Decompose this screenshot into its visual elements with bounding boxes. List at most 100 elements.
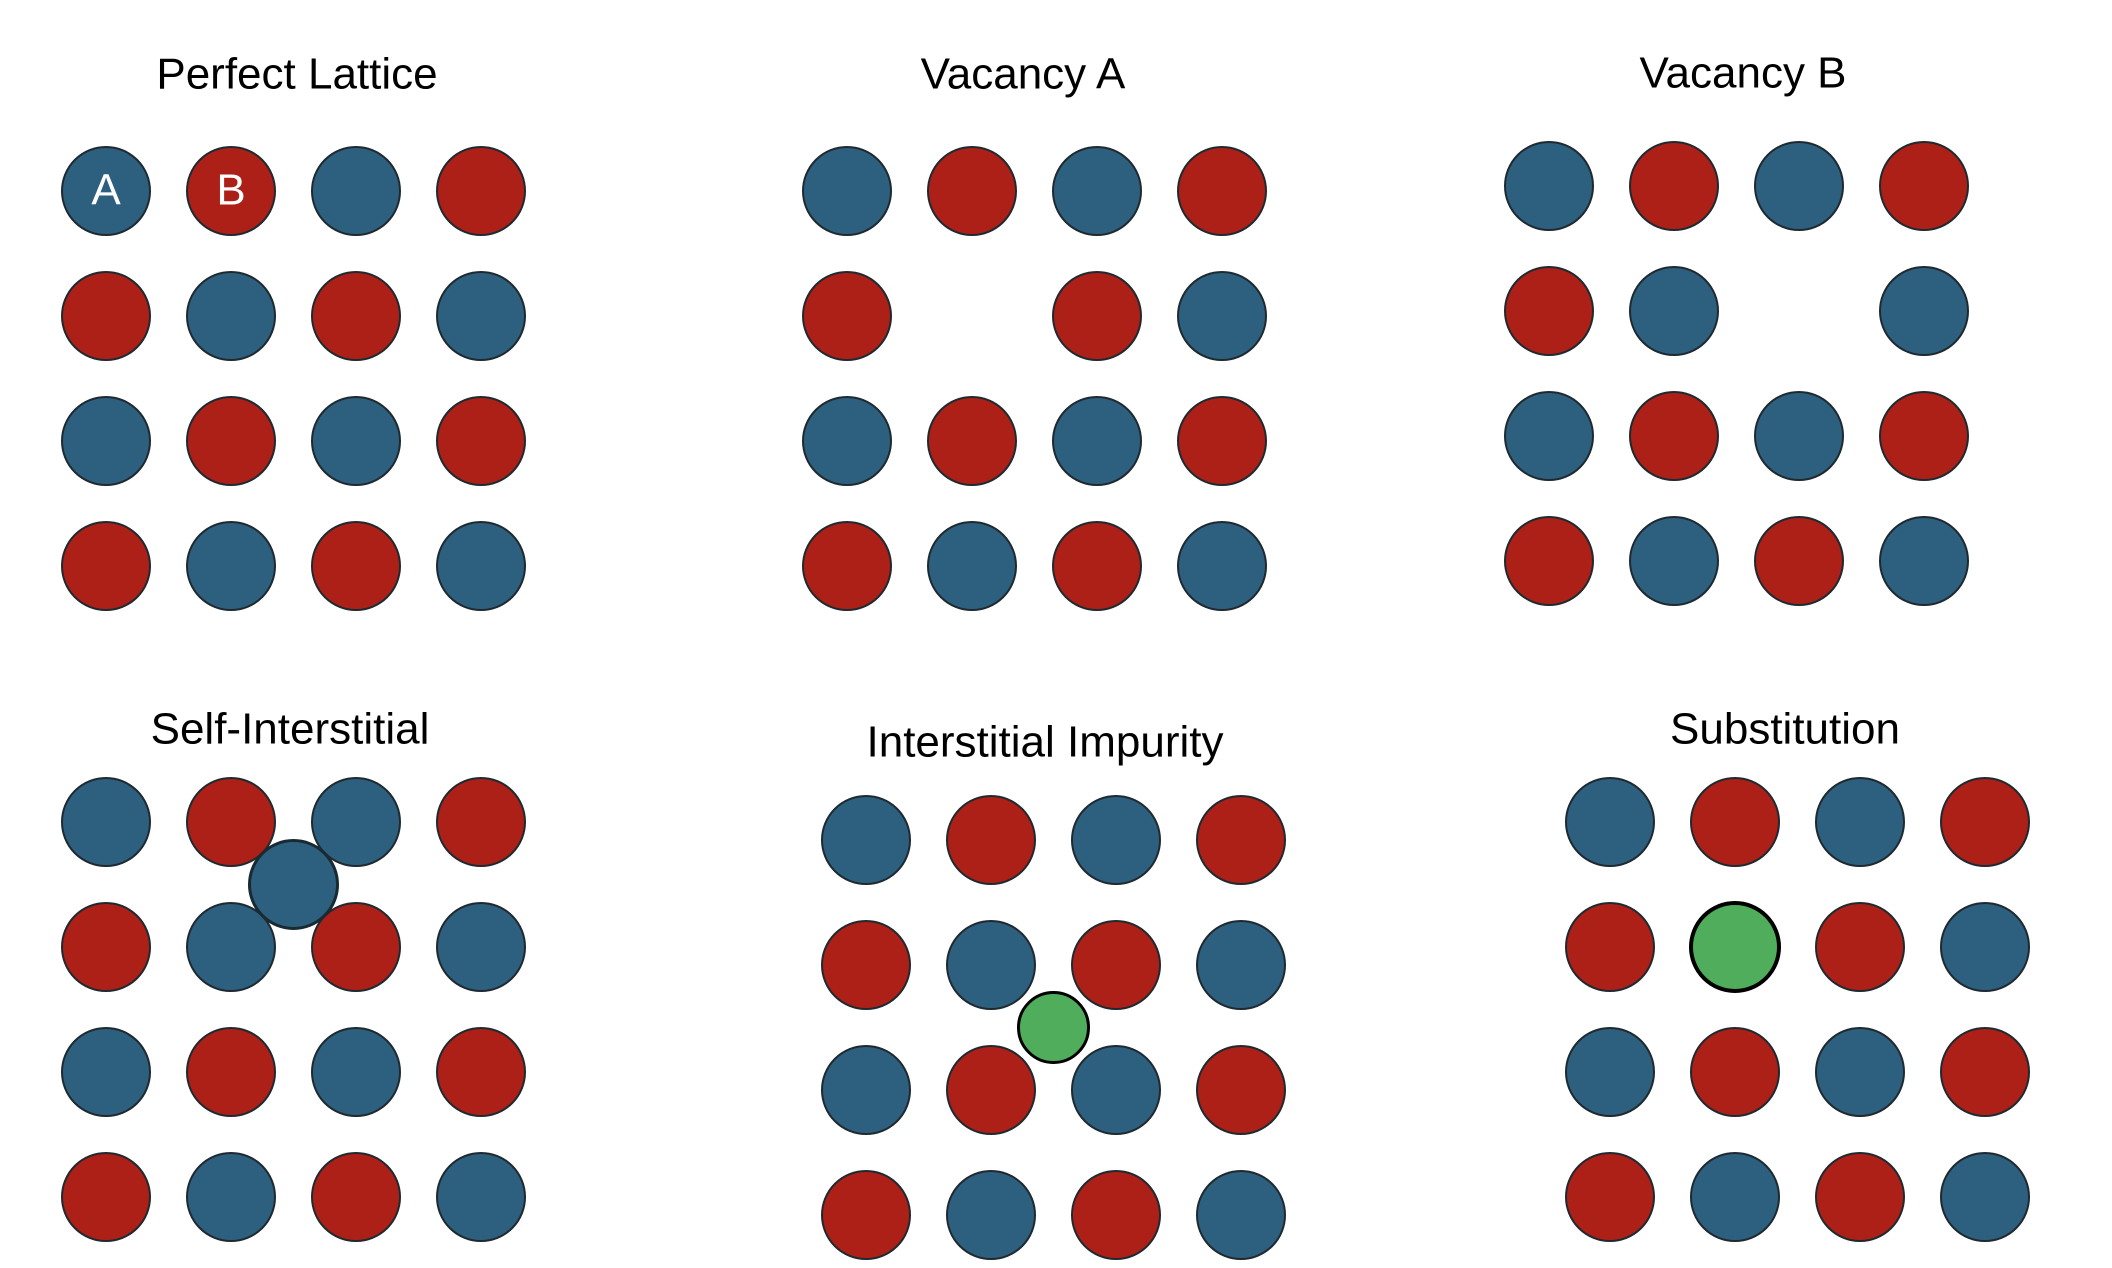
atom-b <box>946 1045 1036 1135</box>
atom-b <box>1565 902 1655 992</box>
interstitial-atom <box>248 839 339 930</box>
atom-a <box>186 1152 276 1242</box>
atom-b <box>1940 1027 2030 1117</box>
atom-b <box>1879 391 1969 481</box>
atom-a <box>311 146 401 236</box>
atom-a <box>1815 777 1905 867</box>
atom-a <box>1504 141 1594 231</box>
atom-b <box>1196 1045 1286 1135</box>
atom-b <box>186 146 276 236</box>
panel-title: Interstitial Impurity <box>867 718 1224 767</box>
atom-b <box>802 521 892 611</box>
atom-a <box>802 146 892 236</box>
atom-a <box>1071 795 1161 885</box>
atom-b <box>927 396 1017 486</box>
atom-b <box>1940 777 2030 867</box>
atom-a <box>436 271 526 361</box>
atom-a <box>946 920 1036 1010</box>
atom-a <box>1754 141 1844 231</box>
atom-b <box>1815 1152 1905 1242</box>
atom-a <box>1504 391 1594 481</box>
atom-b <box>1177 396 1267 486</box>
atom-a <box>1196 920 1286 1010</box>
atom-a <box>1940 902 2030 992</box>
atom-b <box>1690 1027 1780 1117</box>
atom-b <box>1071 920 1161 1010</box>
panel-vacancy-b: Vacancy B <box>1504 49 1969 606</box>
atom-a <box>1052 396 1142 486</box>
atom-a <box>1690 1152 1780 1242</box>
atom-a <box>1177 521 1267 611</box>
atom-b <box>821 1170 911 1260</box>
atom-b <box>1504 516 1594 606</box>
atom-a <box>1177 271 1267 361</box>
atom-a <box>186 521 276 611</box>
atom-a <box>1754 391 1844 481</box>
atom-a <box>1629 516 1719 606</box>
atom-b <box>311 902 401 992</box>
atom-a <box>436 1152 526 1242</box>
atom-b <box>186 396 276 486</box>
panel-interstitial-impurity: Interstitial Impurity <box>821 718 1286 1260</box>
panel-substitution: Substitution <box>1565 705 2030 1242</box>
atom-b <box>1879 141 1969 231</box>
atom-a <box>61 396 151 486</box>
atom-a <box>821 795 911 885</box>
atom-a <box>1565 1027 1655 1117</box>
atom-b <box>1815 902 1905 992</box>
atom-b <box>1565 1152 1655 1242</box>
atom-a <box>311 396 401 486</box>
atom-b <box>1052 271 1142 361</box>
atom-a <box>1815 1027 1905 1117</box>
atom-a <box>927 521 1017 611</box>
panel-self-interstitial: Self-Interstitial <box>61 705 526 1242</box>
atom-a <box>802 396 892 486</box>
atom-b <box>821 920 911 1010</box>
atom-label: A <box>91 166 121 215</box>
atom-b <box>61 1152 151 1242</box>
atom-a <box>1879 266 1969 356</box>
atom-b <box>436 777 526 867</box>
atom-b <box>186 1027 276 1117</box>
atom-b <box>927 146 1017 236</box>
atom-b <box>311 271 401 361</box>
panel-title: Self-Interstitial <box>151 705 430 754</box>
panel-title: Vacancy B <box>1639 49 1846 98</box>
atom-b <box>1629 141 1719 231</box>
atom-a <box>1629 266 1719 356</box>
atom-a <box>61 146 151 236</box>
atom-b <box>311 521 401 611</box>
atom-b <box>436 396 526 486</box>
atom-a <box>311 777 401 867</box>
atom-a <box>1071 1045 1161 1135</box>
atom-a <box>436 902 526 992</box>
atom-b <box>436 146 526 236</box>
atom-a <box>1565 777 1655 867</box>
atom-a <box>311 1027 401 1117</box>
atom-label: B <box>216 166 245 215</box>
atom-a <box>1879 516 1969 606</box>
panel-title: Perfect Lattice <box>156 50 437 99</box>
atom-a <box>436 521 526 611</box>
atom-b <box>1071 1170 1161 1260</box>
atom-b <box>1177 146 1267 236</box>
atom-b <box>1196 795 1286 885</box>
atom-a <box>946 1170 1036 1260</box>
atom-a <box>186 271 276 361</box>
atom-b <box>802 271 892 361</box>
atom-b <box>1504 266 1594 356</box>
panel-perfect-lattice: Perfect Lattice A B <box>61 50 526 611</box>
atom-b <box>946 795 1036 885</box>
panel-vacancy-a: Vacancy A <box>802 50 1267 611</box>
atom-b <box>61 902 151 992</box>
atom-b <box>186 777 276 867</box>
atom-a <box>1052 146 1142 236</box>
atom-a <box>1196 1170 1286 1260</box>
atom-b <box>1754 516 1844 606</box>
panel-title: Substitution <box>1670 705 1900 754</box>
atom-b <box>1629 391 1719 481</box>
panel-title: Vacancy A <box>921 50 1126 99</box>
atom-b <box>1052 521 1142 611</box>
atom-b <box>1690 777 1780 867</box>
